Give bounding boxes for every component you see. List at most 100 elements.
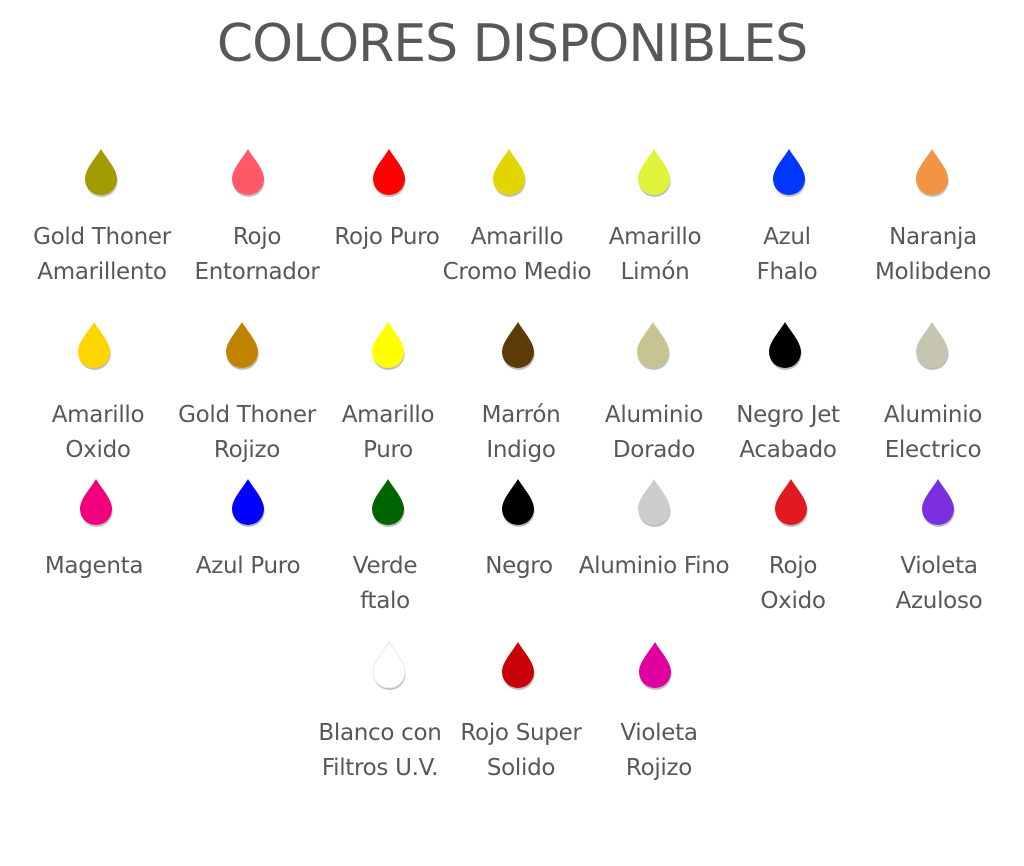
paint-drop-icon bbox=[232, 149, 265, 197]
paint-drop-icon bbox=[775, 479, 808, 527]
color-name-line: Rojizo bbox=[625, 755, 693, 781]
paint-drop-icon bbox=[916, 322, 949, 370]
color-name-line: Verde bbox=[352, 553, 418, 579]
drop-fill bbox=[85, 149, 117, 195]
paint-drop-icon bbox=[226, 322, 259, 370]
color-name-line: Filtros U.V. bbox=[321, 755, 439, 781]
drop-fill bbox=[372, 641, 406, 689]
color-name-line: Amarillo bbox=[470, 224, 564, 250]
drop-fill bbox=[493, 149, 525, 195]
paint-drop-icon bbox=[638, 149, 671, 197]
drop-fill bbox=[80, 479, 112, 525]
paint-drop-icon bbox=[637, 322, 670, 370]
paint-drop-icon bbox=[916, 149, 949, 197]
paint-drop-icon bbox=[639, 642, 672, 690]
color-name: Azul Puro bbox=[163, 549, 333, 584]
color-name-line: Electrico bbox=[884, 437, 982, 463]
color-name-line: Entornador bbox=[194, 259, 320, 285]
color-name-line: Rojo Puro bbox=[334, 224, 440, 250]
color-name-line: Amarillo bbox=[341, 402, 435, 428]
color-name: Amarillo Puro bbox=[303, 398, 473, 468]
drop-fill bbox=[639, 642, 671, 688]
drop-fill bbox=[78, 322, 110, 368]
color-name-line: Violeta bbox=[620, 720, 698, 746]
color-name: Azul Fhalo bbox=[702, 220, 872, 290]
drop-fill bbox=[775, 479, 807, 525]
color-name-line: Magenta bbox=[44, 553, 144, 579]
color-name: Amarillo Oxido bbox=[13, 398, 183, 468]
paint-drop-icon bbox=[502, 322, 535, 370]
paint-drop-icon bbox=[373, 149, 406, 197]
color-name-line: Violeta bbox=[900, 553, 978, 579]
color-name-line: Azul Puro bbox=[195, 553, 301, 579]
color-name: Gold Thoner Amarillento bbox=[17, 220, 187, 290]
drop-fill bbox=[638, 149, 670, 195]
drop-fill bbox=[773, 149, 805, 195]
color-name-line: Solido bbox=[486, 755, 556, 781]
color-name: Negro bbox=[434, 549, 604, 584]
color-name-line: Blanco con bbox=[318, 720, 442, 746]
color-name: Gold Thoner Rojizo bbox=[162, 398, 332, 468]
drop-fill bbox=[922, 479, 954, 525]
color-name-line: Amarillo bbox=[608, 224, 702, 250]
paint-drop-icon bbox=[85, 149, 118, 197]
color-name-line: Amarillo bbox=[51, 402, 145, 428]
drop-fill bbox=[638, 479, 670, 525]
paint-drop-icon bbox=[773, 149, 806, 197]
color-name: Blanco con Filtros U.V. bbox=[295, 716, 465, 786]
drop-fill bbox=[372, 479, 404, 525]
color-name-line: Amarillento bbox=[37, 259, 167, 285]
drop-fill bbox=[916, 322, 948, 368]
color-name-line: Limón bbox=[620, 259, 690, 285]
color-name-line: Negro bbox=[485, 553, 553, 579]
paint-drop-icon bbox=[372, 479, 405, 527]
color-name-line: Azuloso bbox=[895, 588, 983, 614]
color-name: Aluminio Electrico bbox=[848, 398, 1018, 468]
color-name: Negro Jet Acabado bbox=[703, 398, 873, 468]
paint-drop-icon bbox=[769, 322, 802, 370]
color-name: Verde ftalo bbox=[300, 549, 470, 619]
color-name-line: Marrón bbox=[481, 402, 561, 428]
color-name-line: Acabado bbox=[739, 437, 837, 463]
drop-fill bbox=[373, 149, 405, 195]
color-name: Naranja Molibdeno bbox=[848, 220, 1018, 290]
color-name-line: Rojo bbox=[768, 553, 818, 579]
color-name: Rojo Puro bbox=[302, 220, 472, 255]
page-title: COLORES DISPONIBLES bbox=[216, 14, 808, 74]
drop-fill bbox=[232, 149, 264, 195]
color-name-line: Fhalo bbox=[756, 259, 818, 285]
paint-drop-icon bbox=[78, 322, 111, 370]
color-name-line: Indigo bbox=[486, 437, 556, 463]
drop-fill bbox=[372, 322, 404, 368]
paint-drop-icon bbox=[493, 149, 526, 197]
drop-fill bbox=[769, 322, 801, 368]
paint-drop-icon bbox=[232, 479, 265, 527]
color-name-line: ftalo bbox=[360, 588, 410, 614]
paint-drop-icon bbox=[922, 479, 955, 527]
color-name-line: Molibdeno bbox=[875, 259, 991, 285]
color-name-line: Naranja bbox=[889, 224, 977, 250]
color-name-line: Azul bbox=[763, 224, 811, 250]
paint-drop-icon bbox=[502, 642, 535, 690]
color-name-line: Oxido bbox=[760, 588, 826, 614]
color-name-line: Puro bbox=[363, 437, 413, 463]
color-name: Aluminio Fino bbox=[569, 549, 739, 584]
drop-fill bbox=[916, 149, 948, 195]
color-name: Rojo Super Solido bbox=[436, 716, 606, 786]
drop-fill bbox=[502, 322, 534, 368]
color-name: Rojo Oxido bbox=[708, 549, 878, 619]
color-name-line: Gold Thoner bbox=[33, 224, 171, 250]
drop-fill bbox=[226, 322, 258, 368]
color-name: Marrón Indigo bbox=[436, 398, 606, 468]
color-name: Violeta Rojizo bbox=[574, 716, 744, 786]
drop-fill bbox=[232, 479, 264, 525]
color-name-line: Rojizo bbox=[213, 437, 281, 463]
color-name-line: Cromo Medio bbox=[442, 259, 592, 285]
paint-drop-icon bbox=[372, 322, 405, 370]
color-name-line: Negro Jet bbox=[736, 402, 840, 428]
color-name-line: Aluminio Fino bbox=[578, 553, 730, 579]
color-name: Rojo Entornador bbox=[172, 220, 342, 290]
drop-fill bbox=[637, 322, 669, 368]
paint-drop-icon bbox=[372, 641, 406, 690]
drop-fill bbox=[502, 479, 534, 525]
